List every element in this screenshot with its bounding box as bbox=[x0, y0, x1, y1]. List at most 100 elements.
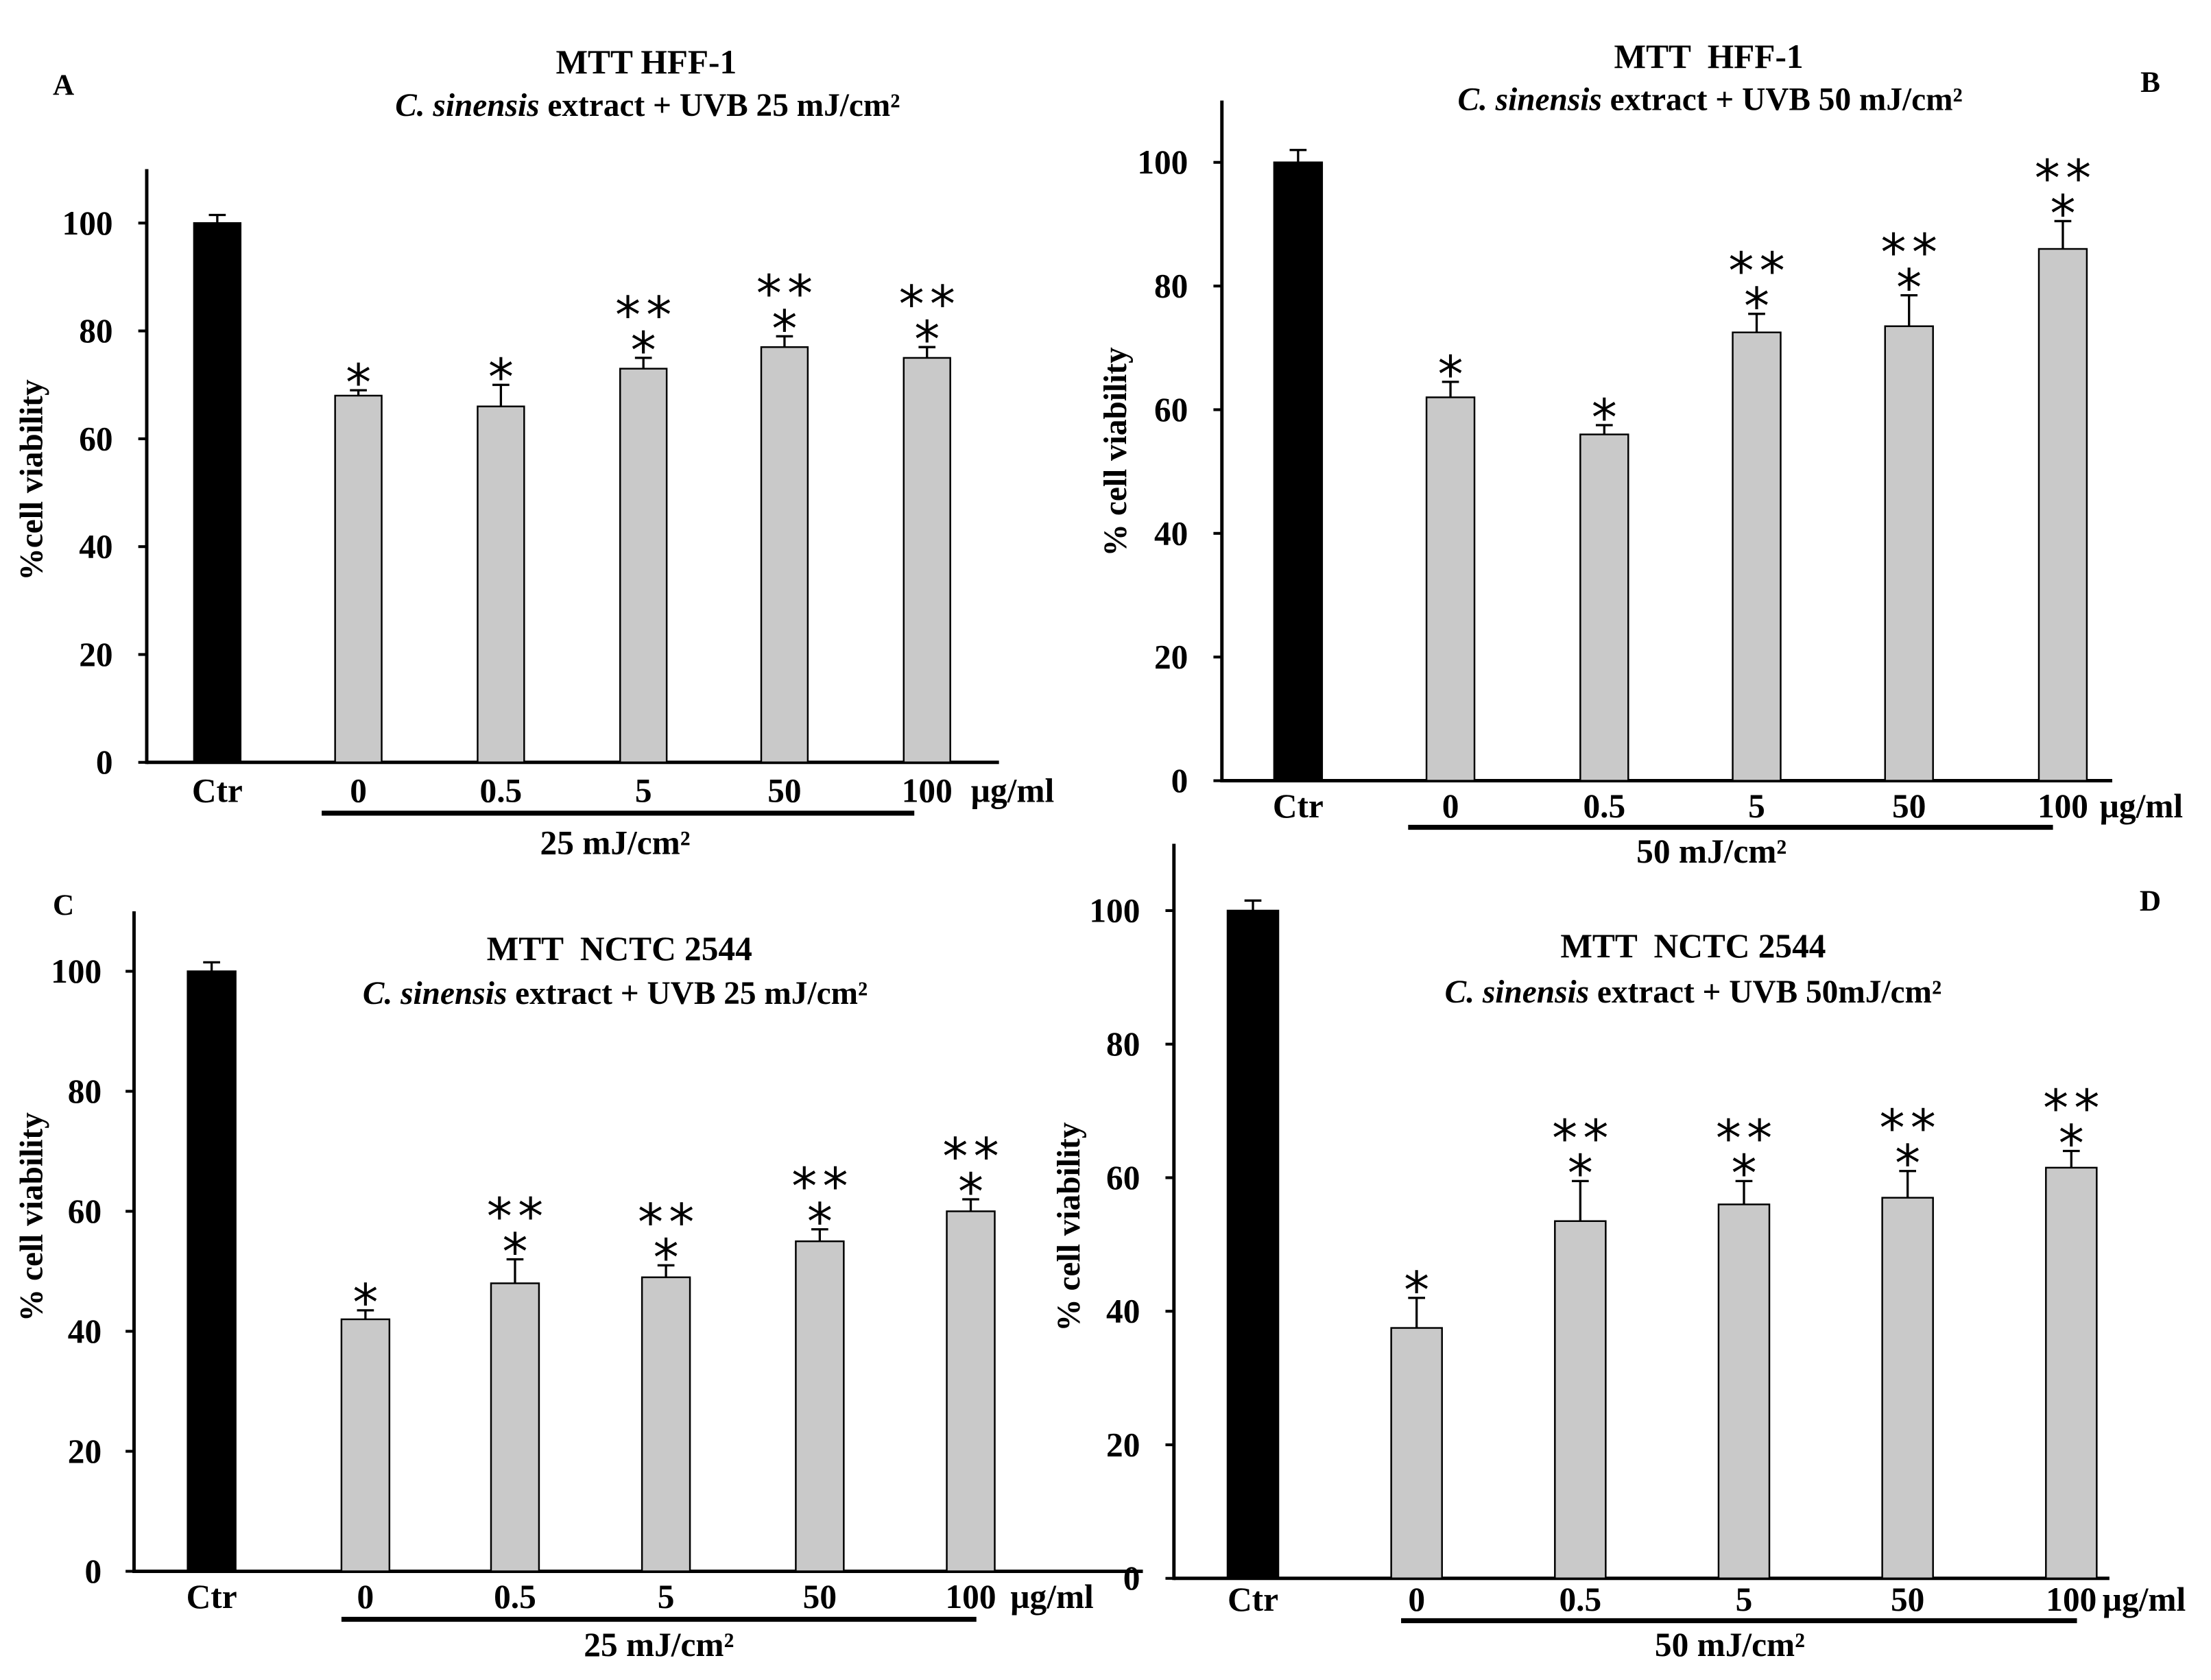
subtitle-species: C. sinensis bbox=[1445, 974, 1589, 1010]
x-category-label: 0 bbox=[1408, 1581, 1425, 1618]
significance-mark: ** bbox=[2043, 1079, 2105, 1138]
x-category-label: Ctr bbox=[1228, 1581, 1278, 1618]
y-tick-label: 80 bbox=[1154, 267, 1188, 305]
bar-5 bbox=[619, 368, 668, 763]
panel-label: D bbox=[2140, 885, 2161, 917]
x-category-label: 0.5 bbox=[480, 771, 523, 809]
bar-50 bbox=[1884, 325, 1934, 782]
chart-subtitle: C. sinensis extract + UVB 25 mJ/cm² bbox=[363, 976, 868, 1011]
significance-mark: ** bbox=[1880, 1099, 1942, 1158]
y-axis-label: % cell viability bbox=[1051, 1122, 1087, 1331]
significance-mark: * bbox=[1731, 1144, 1762, 1203]
chart-subtitle: C. sinensis extract + UVB 50mJ/cm² bbox=[1445, 974, 1941, 1010]
subtitle-treatment: extract + UVB 25 mJ/cm² bbox=[507, 976, 868, 1011]
significance-mark: * bbox=[958, 1162, 989, 1221]
y-tick-label: 60 bbox=[1106, 1159, 1140, 1197]
subtitle-treatment: extract + UVB 25 mJ/cm² bbox=[540, 88, 900, 123]
y-tick-label: 20 bbox=[79, 636, 112, 673]
unit-label: µg/ml bbox=[971, 771, 1055, 809]
x-category-label: 0 bbox=[357, 1578, 374, 1616]
y-tick-label: 0 bbox=[84, 1552, 101, 1590]
significance-mark: * bbox=[1896, 259, 1927, 317]
significance-mark: * bbox=[631, 321, 662, 380]
chart-title: MTT NCTC 2544 bbox=[487, 930, 752, 968]
bar-5 bbox=[1732, 331, 1782, 782]
subtitle-species: C. sinensis bbox=[363, 976, 507, 1011]
bar-0-5 bbox=[1579, 433, 1629, 782]
x-category-label: 100 bbox=[945, 1578, 996, 1616]
x-category-label: 0 bbox=[1442, 787, 1459, 825]
y-tick-label: 0 bbox=[1171, 762, 1188, 800]
bar-5 bbox=[1717, 1203, 1771, 1579]
significance-mark: ** bbox=[899, 275, 961, 334]
x-category-label: 50 bbox=[767, 771, 801, 809]
x-category-label: 5 bbox=[635, 771, 652, 809]
subtitle-treatment: extract + UVB 50 mJ/cm² bbox=[1602, 82, 1963, 118]
significance-mark: ** bbox=[1716, 1109, 1778, 1168]
significance-mark: ** bbox=[942, 1127, 1005, 1186]
x-category-label: 0.5 bbox=[1583, 787, 1625, 825]
unit-label: µg/ml bbox=[2103, 1581, 2186, 1618]
significance-mark: * bbox=[1744, 277, 1775, 336]
bar-50 bbox=[760, 346, 809, 764]
bar-100 bbox=[903, 357, 951, 763]
bar-0-5 bbox=[1554, 1220, 1607, 1579]
x-category-label: 100 bbox=[2037, 787, 2088, 825]
bar-0-5 bbox=[477, 405, 525, 763]
bar-0 bbox=[334, 394, 383, 763]
y-tick-label: 80 bbox=[68, 1072, 101, 1110]
x-category-label: 5 bbox=[1748, 787, 1765, 825]
x-category-label: 5 bbox=[658, 1578, 675, 1616]
significance-mark: ** bbox=[2035, 149, 2097, 208]
significance-mark: ** bbox=[487, 1187, 549, 1246]
y-tick-label: 100 bbox=[51, 952, 101, 990]
y-tick-label: 60 bbox=[68, 1192, 101, 1230]
y-tick-label: 100 bbox=[62, 204, 113, 242]
significance-mark: * bbox=[352, 1273, 383, 1332]
x-category-label: 100 bbox=[2046, 1581, 2096, 1618]
panel-d: D MTT NCTC 2544 C. sinensis extract + UV… bbox=[1051, 843, 2186, 1664]
y-tick-label: 20 bbox=[1106, 1426, 1140, 1463]
bar-50 bbox=[795, 1240, 845, 1572]
bar-ctr bbox=[187, 970, 237, 1572]
y-tick-label: 0 bbox=[1123, 1559, 1140, 1597]
x-category-label: 100 bbox=[902, 771, 953, 809]
significance-mark: * bbox=[502, 1223, 533, 1282]
y-tick-label: 100 bbox=[1089, 891, 1140, 929]
y-axis-label: %cell viability bbox=[14, 379, 50, 581]
x-category-label: 50 bbox=[803, 1578, 837, 1616]
significance-mark: * bbox=[654, 1229, 684, 1288]
subtitle-species: C. sinensis bbox=[395, 88, 539, 123]
x-category-label: 5 bbox=[1736, 1581, 1753, 1618]
significance-mark: * bbox=[1404, 1261, 1435, 1320]
x-category-label: 0.5 bbox=[494, 1578, 536, 1616]
panel-c: C MTT NCTC 2544 C. sinensis extract + UV… bbox=[14, 889, 1143, 1664]
x-category-label: Ctr bbox=[192, 771, 243, 809]
bar-ctr bbox=[1273, 161, 1324, 782]
significance-mark: * bbox=[914, 311, 945, 370]
significance-mark: ** bbox=[1552, 1109, 1614, 1168]
y-tick-label: 20 bbox=[1154, 638, 1188, 676]
chart-title: MTT HFF-1 bbox=[1614, 38, 1804, 75]
y-tick-label: 40 bbox=[68, 1312, 101, 1350]
dose-group-label: 25 mJ/cm² bbox=[584, 1626, 734, 1664]
bar-100 bbox=[946, 1210, 996, 1572]
y-tick-label: 100 bbox=[1137, 143, 1188, 181]
subtitle-species: C. sinensis bbox=[1457, 82, 1601, 118]
bar-0 bbox=[1425, 396, 1476, 782]
significance-mark: * bbox=[1895, 1134, 1926, 1193]
chart-subtitle: C. sinensis extract + UVB 50 mJ/cm² bbox=[1457, 82, 1962, 118]
significance-mark: ** bbox=[615, 286, 678, 345]
subtitle-treatment: extract + UVB 50mJ/cm² bbox=[1589, 974, 1941, 1010]
panel-label: B bbox=[2140, 66, 2160, 99]
x-category-label: Ctr bbox=[187, 1578, 237, 1616]
dose-group-label: 25 mJ/cm² bbox=[540, 824, 691, 862]
dose-group-label: 50 mJ/cm² bbox=[1636, 832, 1786, 870]
bar-ctr bbox=[193, 222, 242, 763]
unit-label: µg/ml bbox=[2099, 787, 2183, 825]
chart-title: MTT NCTC 2544 bbox=[1560, 927, 1826, 965]
panel-label: C bbox=[53, 889, 74, 922]
bar-100 bbox=[2045, 1166, 2098, 1579]
y-axis-label: % cell viability bbox=[14, 1112, 50, 1321]
significance-mark: ** bbox=[638, 1193, 700, 1252]
